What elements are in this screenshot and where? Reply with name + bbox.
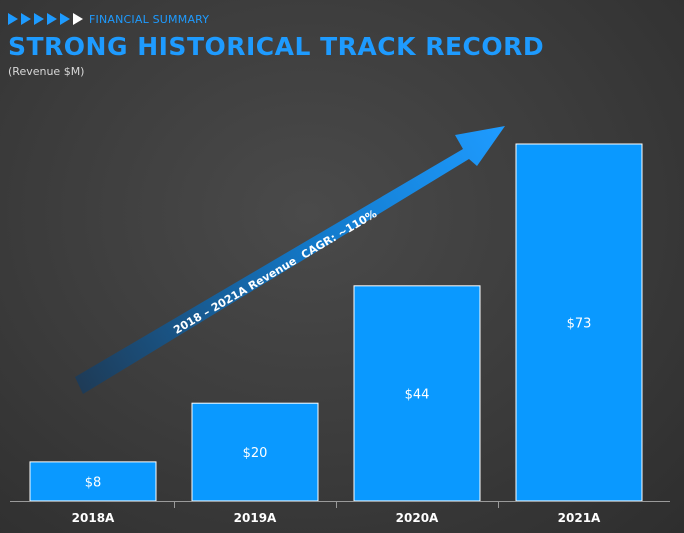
growth-arrow-icon [75,126,505,394]
bar-2019A [191,402,319,502]
page-title: STRONG HISTORICAL TRACK RECORD [8,32,545,61]
x-tick-label: 2021A [558,511,601,525]
triangle-icon [34,13,44,25]
page-subtitle: (Revenue $M) [8,65,85,78]
triangle-icon [21,13,31,25]
x-tick-label: 2020A [396,511,439,525]
eyebrow-label: FINANCIAL SUMMARY [89,12,210,26]
data-label: $20 [243,446,268,461]
triangle-icon [60,13,70,25]
eyebrow: FINANCIAL SUMMARY [8,8,668,30]
header: FINANCIAL SUMMARY STRONG HISTORICAL TRAC… [8,8,668,78]
triangle-icon [8,13,18,25]
cagr-annotation: 2018 – 2021A Revenue CAGR: ~110% [171,207,379,337]
data-label: $73 [567,317,592,332]
data-label: $44 [405,387,430,402]
data-label: $8 [85,475,102,490]
bar-2020A [353,285,481,502]
bar-2021A [515,143,643,502]
triangle-icon [73,13,83,25]
x-tick-label: 2019A [234,511,277,525]
triangle-icon [47,13,57,25]
x-tick-label: 2018A [72,511,115,525]
